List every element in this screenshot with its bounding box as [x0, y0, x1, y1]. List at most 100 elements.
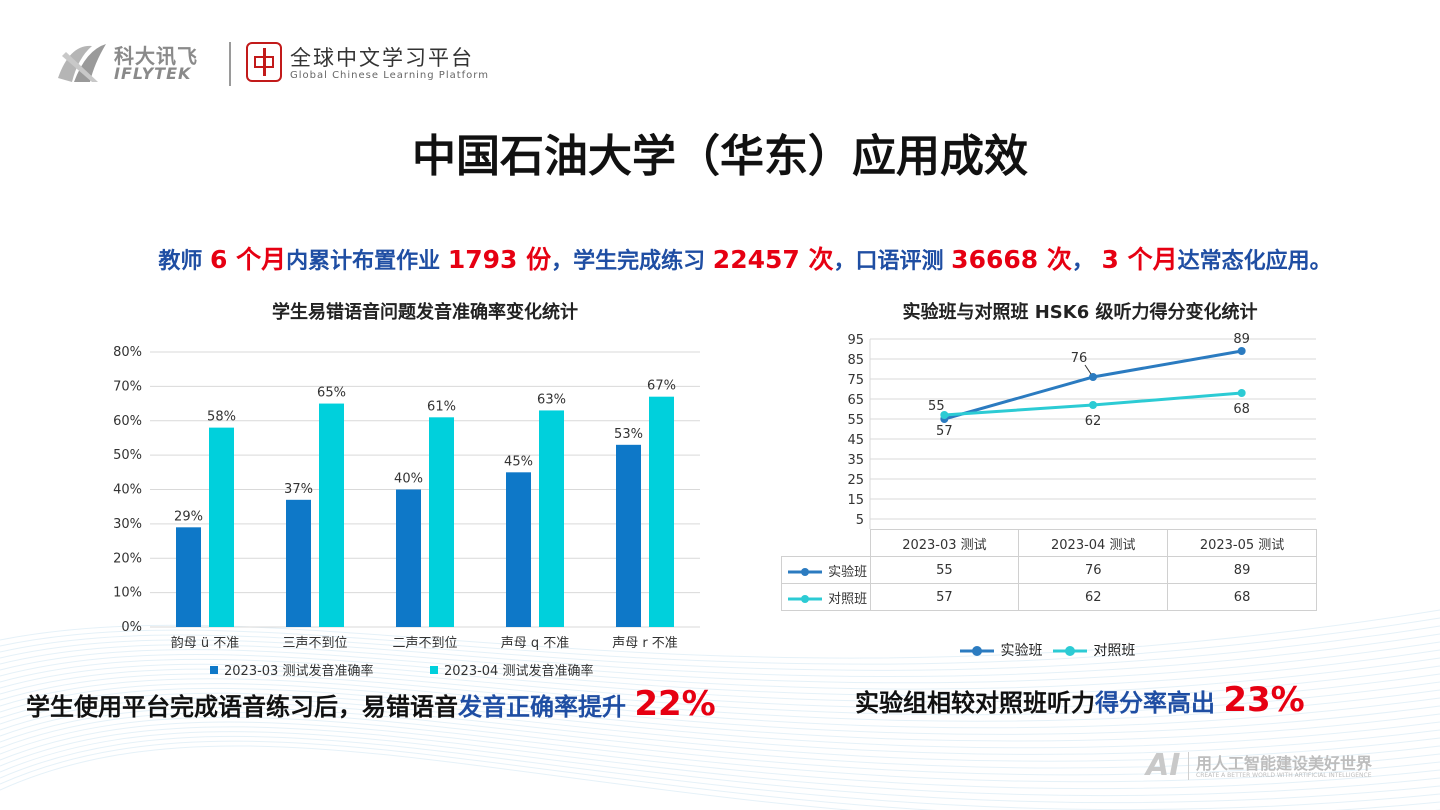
conclusion-highlight: 得分率高出 — [1095, 689, 1215, 717]
bar-value-label: 37% — [284, 482, 313, 497]
background-wave-line — [0, 731, 1440, 804]
bar-value-label: 63% — [537, 392, 566, 407]
background-wave-line — [0, 702, 1440, 762]
background-wave-line — [0, 711, 1440, 776]
background-wave-line — [0, 721, 1440, 790]
y-tick-label: 15 — [847, 493, 864, 508]
y-tick-label: 80% — [113, 345, 142, 360]
table-cell: 57 — [869, 583, 1020, 611]
conclusion-left: 学生使用平台完成语音练习后，易错语音发音正确率提升 22% — [26, 684, 716, 724]
summary-value: 36668 次 — [951, 245, 1072, 274]
summary-text: 教师 — [158, 249, 203, 274]
bar — [539, 410, 564, 627]
line-point — [940, 411, 949, 419]
x-tick-label: 声母 r 不准 — [612, 636, 678, 651]
summary-text: 内累计布置作业 — [286, 249, 441, 274]
table-header-cell: 2023-03 测试 — [869, 529, 1020, 557]
bar-value-label: 53% — [614, 427, 643, 442]
y-tick-label: 30% — [113, 517, 142, 532]
y-tick-label: 25 — [847, 473, 864, 488]
y-tick-label: 45 — [847, 433, 864, 448]
background-wave-line — [0, 740, 1440, 810]
y-tick-label: 60% — [113, 414, 142, 429]
iflytek-logo: 科大讯飞 IFLYTEK — [52, 38, 232, 88]
point-value-label: 68 — [1233, 402, 1250, 417]
point-value-label: 89 — [1233, 332, 1250, 347]
y-tick-label: 75 — [847, 373, 864, 388]
y-tick-label: 40% — [113, 483, 142, 498]
table-series-label: 实验班 — [781, 556, 871, 584]
background-wave-line — [0, 673, 1440, 722]
iflytek-logo-icon — [58, 44, 106, 82]
line-point — [1237, 389, 1246, 397]
background-wave-line — [0, 658, 1440, 703]
line-chart-data-table: 2023-03 测试 2023-04 测试 2023-05 测试 实验班 55 … — [781, 529, 1317, 611]
bar — [286, 499, 311, 627]
line-point — [1089, 401, 1097, 409]
summary-value: 3 个月 — [1101, 245, 1178, 274]
y-tick-label: 55 — [847, 413, 864, 428]
conclusion-value: 22% — [634, 684, 716, 724]
footer-slogan-en: CREATE A BETTER WORLD WITH ARTIFICIAL IN… — [1196, 772, 1372, 779]
point-value-label: 62 — [1085, 414, 1102, 429]
conclusion-value: 23% — [1223, 680, 1305, 720]
table-cell: 62 — [1018, 583, 1169, 611]
line-chart: 5 15 25 35 45 55 65 75 85 95 55 76 89 57 62 68 — [847, 332, 1316, 529]
legend-label: 2023-03 测试发音准确率 — [224, 663, 373, 679]
table-row: 实验班 55 76 89 — [781, 556, 1317, 584]
bar — [649, 396, 674, 627]
bar-chart-title: 学生易错语音问题发音准确率变化统计 — [272, 302, 578, 323]
ai-logo: AI — [1146, 748, 1181, 783]
page-title: 中国石油大学（华东）应用成效 — [412, 131, 1028, 182]
background-wave-line — [0, 697, 1440, 755]
logo-divider — [229, 42, 231, 86]
bar — [319, 403, 344, 627]
bar-value-label: 67% — [647, 379, 676, 394]
table-cell: 76 — [1018, 556, 1169, 584]
legend-label: 2023-04 测试发音准确率 — [444, 663, 593, 679]
bar — [209, 427, 234, 627]
brand-name-cn: 科大讯飞 — [114, 44, 198, 68]
summary-line: 教师 6 个月内累计布置作业 1793 份，学生完成练习 22457 次，口语评… — [0, 240, 1440, 276]
table-row: 对照班 57 62 68 — [781, 583, 1317, 611]
background-wave-line — [0, 692, 1440, 749]
legend-label: 对照班 — [1093, 643, 1136, 659]
series-name: 实验班 — [828, 564, 868, 580]
bar — [176, 527, 201, 627]
platform-seal-icon — [246, 42, 282, 82]
platform-name-cn: 全球中文学习平台 — [290, 46, 474, 70]
legend-swatch — [210, 666, 218, 674]
legend-marker-control — [1052, 646, 1087, 656]
legend-label: 实验班 — [1000, 643, 1043, 659]
y-tick-label: 5 — [856, 513, 864, 528]
y-tick-label: 95 — [847, 333, 864, 348]
x-tick-label: 二声不到位 — [392, 636, 457, 651]
summary-value: 22457 次 — [712, 245, 834, 274]
footer-brand: AI 用人工智能建设美好世界 CREATE A BETTER WORLD WIT… — [1146, 748, 1406, 788]
platform-name-en: Global Chinese Learning Platform — [290, 70, 489, 81]
conclusion-text: 学生使用平台完成语音练习后，易错语音 — [26, 693, 458, 721]
point-value-label: 76 — [1071, 351, 1088, 366]
background-wave-line — [0, 654, 1440, 696]
conclusion-highlight: 发音正确率提升 — [458, 693, 626, 721]
background-wave-line — [0, 633, 1440, 678]
bar-value-label: 61% — [427, 399, 456, 414]
point-value-label: 57 — [936, 424, 953, 439]
y-tick-label: 10% — [113, 586, 142, 601]
point-value-label: 55 — [928, 399, 945, 414]
footer-slogan-cn: 用人工智能建设美好世界 — [1196, 754, 1373, 773]
series-line-marker — [788, 595, 822, 603]
bar — [429, 417, 454, 627]
line-point — [1089, 373, 1097, 381]
background-wave-line — [0, 625, 1440, 671]
background-wave-line — [0, 617, 1440, 665]
bar-value-label: 65% — [317, 386, 346, 401]
table-cell: 55 — [869, 556, 1020, 584]
bar-value-label: 29% — [174, 509, 203, 524]
background-wave-line — [0, 663, 1440, 709]
y-tick-label: 70% — [113, 379, 142, 394]
summary-text: ，学生完成练习 — [551, 249, 706, 274]
background-wave-line — [0, 649, 1440, 690]
y-tick-label: 35 — [847, 453, 864, 468]
x-tick-label: 声母 q 不准 — [501, 636, 570, 651]
